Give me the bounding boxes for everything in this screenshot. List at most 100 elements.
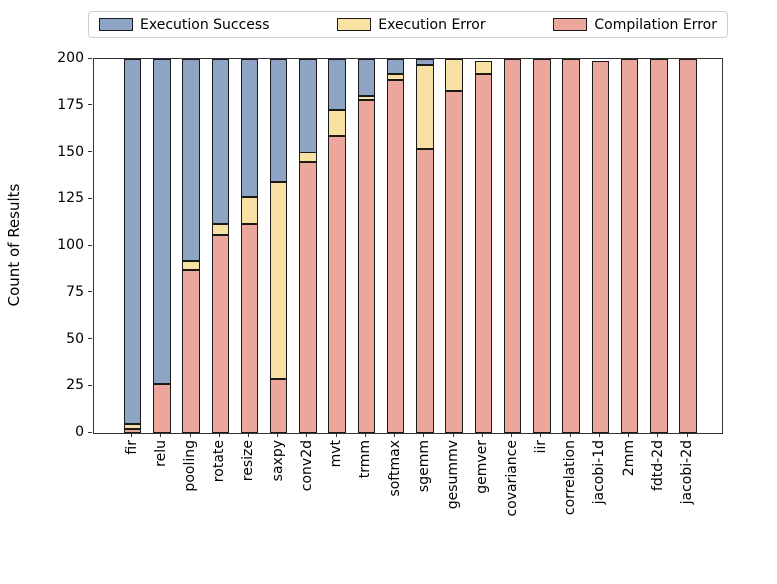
x-tick-mark bbox=[306, 433, 308, 437]
x-tick-label: saxpy bbox=[269, 440, 286, 482]
bar-segment-gesummv bbox=[445, 90, 463, 433]
bar-segment-rotate bbox=[211, 234, 229, 433]
bar-segment-gemver bbox=[474, 60, 493, 74]
x-tick-mark bbox=[364, 433, 366, 437]
legend-label: Execution Success bbox=[140, 16, 270, 33]
x-tick-label: jacobi-1d bbox=[591, 440, 608, 505]
x-tick-label: conv2d bbox=[298, 440, 315, 492]
bar-segment-2mm bbox=[620, 59, 639, 433]
y-tick-mark bbox=[88, 104, 92, 106]
bar-segment-trmm bbox=[357, 96, 376, 101]
y-tick-label: 150 bbox=[57, 143, 84, 160]
x-tick-mark bbox=[452, 433, 454, 437]
x-tick-mark bbox=[160, 433, 162, 437]
bar-segment-conv2d bbox=[299, 59, 317, 153]
bar-segment-sgemm bbox=[416, 148, 434, 433]
bar-segment-pooling bbox=[182, 59, 200, 261]
legend-swatch bbox=[553, 18, 588, 31]
x-tick-label: relu bbox=[152, 440, 169, 467]
y-tick-label: 200 bbox=[57, 50, 84, 66]
bar-segment-jacobi-2d bbox=[679, 59, 697, 433]
x-tick-label: pooling bbox=[182, 440, 198, 492]
x-tick-label: softmax bbox=[386, 440, 403, 497]
bar-segment-rotate bbox=[211, 59, 229, 224]
x-tick-label: covariance bbox=[503, 440, 520, 517]
x-tick-label: 2mm bbox=[620, 440, 637, 477]
x-tick-mark bbox=[423, 433, 425, 437]
bar-segment-trmm bbox=[357, 100, 376, 433]
y-tick-mark bbox=[88, 291, 92, 293]
bar-segment-mvt bbox=[328, 109, 346, 136]
y-axis-label: Count of Results bbox=[5, 183, 23, 307]
y-tick-label: 125 bbox=[57, 190, 84, 207]
legend-swatch bbox=[337, 18, 372, 31]
bar-segment-relu bbox=[153, 384, 171, 433]
y-tick-label: 25 bbox=[66, 377, 84, 394]
bar-segment-covariance bbox=[503, 59, 522, 433]
x-tick-label: correlation bbox=[562, 440, 579, 516]
y-tick-label: 100 bbox=[57, 237, 84, 253]
bar-segment-conv2d bbox=[299, 161, 317, 433]
bar-segment-conv2d bbox=[299, 152, 317, 162]
y-tick-label: 0 bbox=[75, 424, 84, 440]
bar-segment-saxpy bbox=[269, 378, 288, 433]
bar-segment-sgemm bbox=[416, 59, 434, 65]
bar-segment-fdtd-2d bbox=[650, 59, 668, 433]
bar-segment-saxpy bbox=[269, 182, 288, 379]
legend-item: Compilation Error bbox=[553, 17, 717, 33]
x-tick-label: iir bbox=[532, 440, 549, 454]
x-tick-mark bbox=[657, 433, 659, 437]
bar-segment-resize bbox=[240, 223, 259, 433]
bar-segment-correlation bbox=[562, 59, 580, 433]
x-tick-label: fir bbox=[123, 440, 140, 455]
x-tick-mark bbox=[247, 433, 249, 437]
x-tick-mark bbox=[277, 433, 279, 437]
bar-segment-fir bbox=[123, 423, 142, 430]
bar-segment-rotate bbox=[211, 223, 229, 235]
x-tick-mark bbox=[598, 433, 600, 437]
y-tick-label: 175 bbox=[57, 96, 84, 113]
x-tick-label: jacobi-2d bbox=[679, 440, 695, 505]
legend-swatch bbox=[99, 18, 133, 31]
x-tick-mark bbox=[218, 433, 220, 437]
bar-segment-resize bbox=[240, 197, 259, 224]
x-tick-label: sgemm bbox=[415, 440, 432, 493]
plot-area bbox=[93, 58, 723, 434]
bar-segment-fir bbox=[123, 429, 142, 433]
x-tick-label: trmm bbox=[357, 440, 374, 479]
y-tick-mark bbox=[88, 57, 92, 59]
bar-segment-fir bbox=[123, 58, 142, 424]
bar-segment-trmm bbox=[357, 59, 376, 97]
legend-item: Execution Success bbox=[99, 17, 270, 33]
x-tick-label: resize bbox=[240, 440, 257, 482]
x-tick-mark bbox=[335, 433, 337, 437]
x-tick-mark bbox=[686, 433, 688, 437]
y-tick-mark bbox=[88, 338, 92, 339]
x-tick-mark bbox=[394, 433, 396, 437]
chart-legend: Execution Success Execution Error Compilat… bbox=[88, 11, 728, 38]
x-tick-mark bbox=[540, 433, 542, 437]
bar-segment-jacobi-1d bbox=[591, 60, 609, 433]
bar-segment-pooling bbox=[182, 260, 200, 271]
y-tick-mark bbox=[88, 384, 92, 386]
y-tick-label: 75 bbox=[66, 283, 84, 300]
y-tick-mark bbox=[88, 431, 92, 433]
y-tick-mark bbox=[88, 151, 92, 152]
bar-segment-softmax bbox=[386, 79, 405, 433]
x-tick-mark bbox=[511, 433, 513, 437]
bar-segment-saxpy bbox=[269, 59, 288, 183]
bar-segment-gemver bbox=[474, 74, 493, 433]
legend-label: Execution Error bbox=[378, 16, 486, 33]
x-tick-label: rotate bbox=[211, 440, 228, 483]
x-tick-label: mvt bbox=[328, 440, 345, 468]
bar-segment-relu bbox=[153, 59, 171, 385]
bar-segment-sgemm bbox=[416, 64, 434, 149]
x-tick-mark bbox=[131, 433, 132, 437]
bar-segment-mvt bbox=[328, 59, 346, 110]
x-tick-mark bbox=[628, 433, 629, 437]
bar-segment-pooling bbox=[182, 270, 200, 433]
bar-segment-resize bbox=[240, 59, 259, 198]
legend-item: Execution Error bbox=[337, 16, 486, 33]
x-tick-label: gesummv bbox=[445, 440, 462, 510]
